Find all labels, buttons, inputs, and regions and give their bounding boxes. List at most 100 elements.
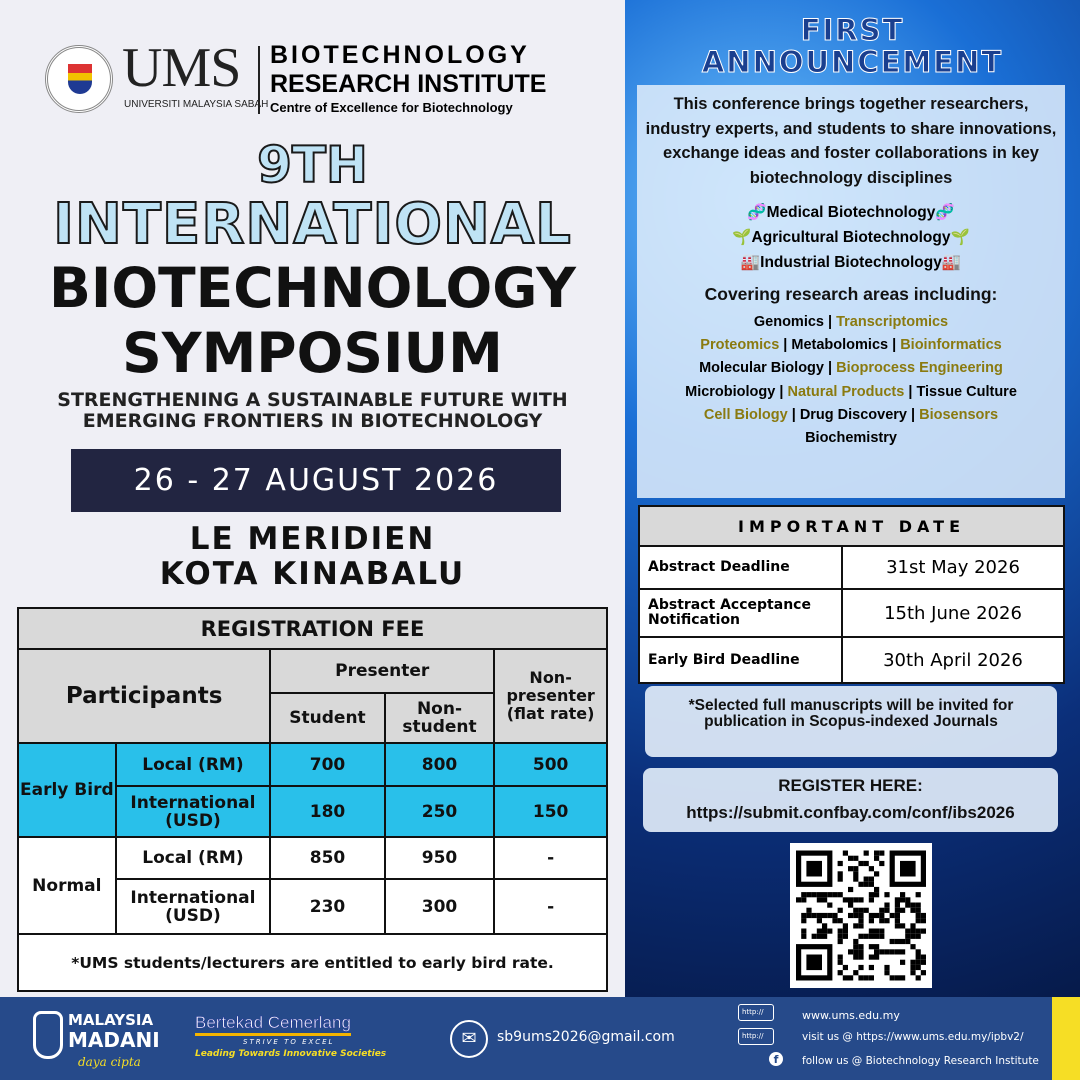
fee-cell: - bbox=[493, 836, 608, 880]
research-area: Molecular Biology bbox=[699, 360, 824, 377]
research-area: Cell Biology bbox=[703, 406, 788, 423]
accent-bar bbox=[1052, 997, 1080, 1080]
publication-note: *Selected full manuscripts will be invit… bbox=[645, 686, 1057, 757]
discipline-item: 🌱Agricultural Biotechnology🌱 bbox=[732, 229, 970, 246]
fee-cell: 850 bbox=[269, 836, 386, 880]
web-icon: http:// bbox=[738, 1004, 774, 1021]
fee-note: *UMS students/lecturers are entitled to … bbox=[17, 933, 608, 992]
date-label: Abstract Acceptance Notification bbox=[638, 588, 843, 638]
group-cell: Early Bird bbox=[17, 742, 117, 838]
table-row: Normal Local (RM) 850 950- bbox=[17, 836, 608, 935]
separator: | bbox=[888, 337, 901, 354]
edition: 9TH bbox=[256, 136, 369, 194]
institute-line2: RESEARCH INSTITUTE bbox=[270, 70, 547, 98]
theme-line2: EMERGING FRONTIERS IN BIOTECHNOLOGY bbox=[82, 410, 543, 432]
date-label: Abstract Deadline bbox=[638, 545, 843, 590]
madani-tagline: daya cipta bbox=[78, 1055, 141, 1069]
ums-full-name: UNIVERSITI MALAYSIA SABAH bbox=[124, 99, 269, 110]
fee-cell: 800 bbox=[383, 742, 496, 787]
qr-code[interactable] bbox=[790, 843, 932, 988]
venue-line2: KOTA KINABALU bbox=[159, 556, 466, 592]
separator: | bbox=[779, 337, 792, 354]
fee-cell: 500 bbox=[493, 742, 608, 787]
qr-code-image bbox=[796, 850, 926, 981]
bertekad-logo: Bertekad Cemerlang bbox=[195, 1013, 351, 1036]
intro-text: This conference brings together research… bbox=[645, 95, 1057, 187]
register-box: REGISTER HERE: https://submit.confbay.co… bbox=[643, 768, 1058, 832]
research-area-row: Proteomics | Metabolomics | Bioinformati… bbox=[637, 334, 1065, 357]
announcement-title-line2: ANNOUNCEMENT bbox=[701, 45, 1004, 79]
title-line2: BIOTECHNOLOGY bbox=[48, 256, 576, 320]
madani-line2: MADANI bbox=[68, 1028, 160, 1052]
participants-header: Participants bbox=[16, 648, 272, 744]
fee-cell: 180 bbox=[269, 785, 386, 838]
table-row: Early Bird Local (RM) 700 800 500 bbox=[17, 742, 608, 838]
research-area-row: Microbiology | Natural Products | Tissue… bbox=[637, 381, 1065, 404]
strive-text: STRIVE TO EXCEL bbox=[243, 1038, 335, 1046]
separator: | bbox=[904, 383, 917, 400]
important-date-title: IMPORTANT DATE bbox=[638, 505, 1065, 547]
fee-cell: 230 bbox=[269, 878, 386, 935]
institute-line1: BIOTECHNOLOGY bbox=[270, 41, 530, 69]
research-area: Natural Products bbox=[787, 383, 905, 400]
title-line3: SYMPOSIUM bbox=[122, 321, 503, 385]
intro-box: This conference brings together research… bbox=[637, 85, 1065, 498]
table-row: Abstract Acceptance Notification 15th Jun… bbox=[638, 588, 1065, 638]
separator: | bbox=[823, 360, 837, 377]
research-area: Metabolomics bbox=[791, 337, 889, 354]
website-link[interactable]: www.ums.edu.my bbox=[802, 1009, 900, 1022]
research-area-row: Genomics | Transcriptomics bbox=[637, 311, 1065, 334]
madani-logo: MALAYSIA MADANI bbox=[68, 1011, 160, 1051]
table-row: International (USD) 180 250 150 bbox=[18, 785, 608, 838]
fee-cell: - bbox=[493, 878, 608, 935]
research-area: Genomics bbox=[753, 314, 824, 330]
ums-logo-text: UMS bbox=[122, 37, 241, 99]
event-date: 26 - 27 AUGUST 2026 bbox=[71, 449, 561, 512]
ums-seal-logo bbox=[45, 45, 113, 113]
research-area: Tissue Culture bbox=[916, 383, 1017, 400]
date-label: Early Bird Deadline bbox=[638, 636, 843, 684]
separator: | bbox=[775, 383, 788, 400]
discipline-item: 🧬Medical Biotechnology🧬 bbox=[747, 204, 955, 221]
type-cell: International (USD) bbox=[114, 785, 272, 838]
disciplines-list: 🧬Medical Biotechnology🧬 🌱Agricultural Bi… bbox=[637, 200, 1065, 275]
registration-fee-table: REGISTRATION FEE Participants Presenter … bbox=[16, 607, 608, 992]
visit-link[interactable]: visit us @ https://www.ums.edu.my/ipbv2/ bbox=[802, 1031, 1024, 1043]
research-areas: Genomics | Transcriptomics Proteomics | M… bbox=[637, 311, 1065, 450]
fee-cell: 700 bbox=[269, 742, 386, 787]
register-link[interactable]: https://submit.confbay.com/conf/ibs2026 bbox=[686, 803, 1015, 822]
fee-cell: 300 bbox=[383, 878, 496, 935]
important-date-table: IMPORTANT DATE Abstract Deadline 31st May… bbox=[638, 505, 1065, 684]
group-cell: Normal bbox=[17, 836, 117, 935]
research-area: Biochemistry bbox=[805, 430, 897, 447]
fee-cell: 250 bbox=[383, 785, 496, 838]
discipline-item: 🏭Industrial Biotechnology🏭 bbox=[740, 254, 962, 271]
separator: | bbox=[787, 406, 800, 423]
type-cell: International (USD) bbox=[114, 878, 272, 935]
table-row: Early Bird Deadline 30th April 2026 bbox=[638, 636, 1065, 684]
footer: MALAYSIA MADANI daya cipta Bertekad Cemer… bbox=[0, 997, 1080, 1080]
research-area: Biosensors bbox=[919, 406, 999, 423]
research-area-row: Cell Biology | Drug Discovery | Biosenso… bbox=[637, 404, 1065, 427]
non-student-header: Non-student bbox=[383, 692, 496, 744]
research-area-row: Biochemistry bbox=[637, 427, 1065, 450]
research-area: Drug Discovery bbox=[799, 406, 907, 423]
separator: | bbox=[907, 406, 920, 423]
date-value: 30th April 2026 bbox=[841, 636, 1065, 684]
announcement-title-line1: FIRST bbox=[800, 13, 905, 47]
email-icon: ✉ bbox=[450, 1020, 488, 1058]
email-link[interactable]: sb9ums2026@gmail.com bbox=[497, 1029, 675, 1045]
institute-line3: Centre of Excellence for Biotechnology bbox=[270, 100, 513, 115]
theme-line1: STRENGTHENING A SUSTAINABLE FUTURE WITH bbox=[57, 389, 568, 411]
research-area: Microbiology bbox=[685, 383, 776, 400]
fee-cell: 950 bbox=[383, 836, 496, 880]
register-label: REGISTER HERE: bbox=[778, 776, 923, 795]
web-icon: http:// bbox=[738, 1028, 774, 1045]
covering-heading: Covering research areas including: bbox=[704, 284, 998, 304]
research-area: Bioprocess Engineering bbox=[836, 360, 1003, 377]
non-presenter-header: Non-presenter (flat rate) bbox=[493, 648, 608, 744]
follow-text: follow us @ Biotechnology Research Insti… bbox=[802, 1055, 1039, 1067]
divider bbox=[258, 46, 260, 114]
date-value: 31st May 2026 bbox=[841, 545, 1065, 590]
madani-hand-icon bbox=[33, 1011, 63, 1059]
